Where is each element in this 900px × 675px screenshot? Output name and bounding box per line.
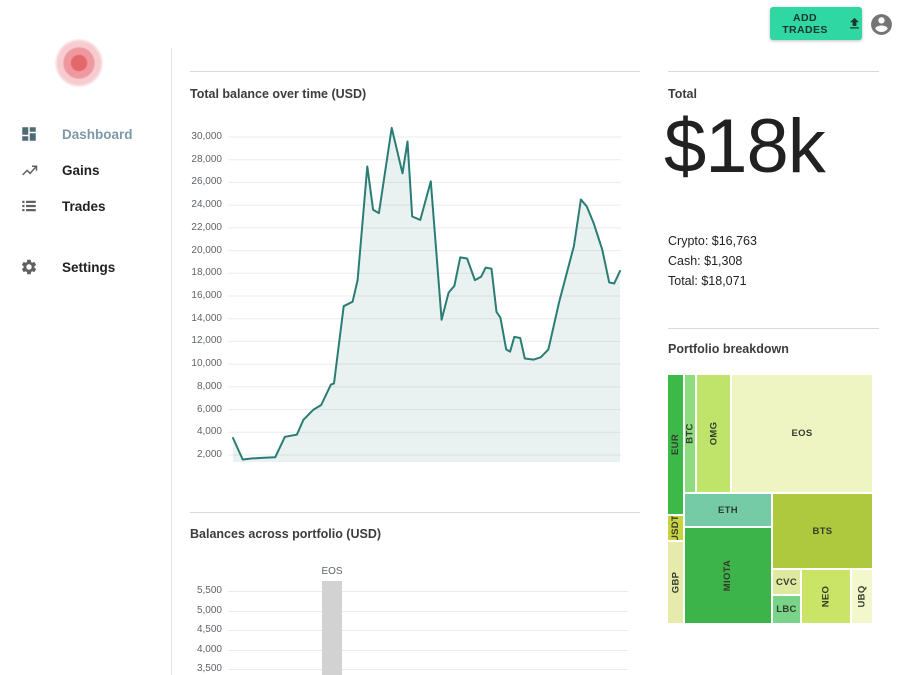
gridline [228,669,628,670]
treemap-tile-label: USDT [670,516,681,540]
treemap-tile-eur: EUR [668,375,683,514]
gridline [228,610,628,612]
dashboard-icon [20,125,38,143]
y-tick-label: 24,000 [191,199,222,210]
bar-chart-y-axis: 5,500 5,000 4,500 4,000 3,500 [190,560,222,675]
add-trades-button[interactable]: ADD TRADES [770,7,862,40]
line-chart-y-axis: 30,000 28,000 26,000 24,000 22,000 20,000 18,0… [190,123,222,462]
balance-line-chart [228,123,621,463]
crypto-stat: Crypto: $16,763 [668,234,757,248]
y-tick-label: 26,000 [191,176,222,187]
treemap-tile-omg: OMG [697,375,730,492]
treemap-tile-ubq: UBQ [852,570,872,623]
sidebar-item-gains[interactable]: Gains [20,158,165,182]
treemap-tile-label: ETH [718,504,738,516]
sidebar: Dashboard Gains Trades Settings [0,0,171,675]
treemap-tile-label: OMG [708,421,719,446]
app-logo [55,39,103,87]
y-tick-label: 4,500 [196,624,222,635]
bar-eos [322,581,342,675]
trending-up-icon [20,161,38,179]
cash-stat: Cash: $1,308 [668,254,743,268]
treemap-tile-label: UBQ [856,585,868,608]
user-avatar-icon[interactable] [869,12,894,37]
treemap-title: Portfolio breakdown [668,342,789,356]
y-tick-label: 5,000 [196,605,222,616]
y-tick-label: 20,000 [191,245,222,256]
y-tick-label: 10,000 [191,358,222,369]
y-tick-label: 16,000 [191,290,222,301]
sidebar-item-label: Gains [62,162,100,178]
sidebar-divider [171,48,172,675]
total-headline: $18k [664,104,826,189]
bar-category-label: EOS [321,566,343,577]
y-tick-label: 14,000 [191,313,222,324]
treemap-tile-label: EUR [670,434,681,455]
upload-icon [847,16,862,31]
total-stat: Total: $18,071 [668,274,747,288]
y-tick-label: 12,000 [191,335,222,346]
y-tick-label: 4,000 [196,426,222,437]
y-tick-label: 6,000 [196,404,222,415]
gridline [228,649,628,651]
section-divider [668,328,879,329]
sidebar-item-label: Trades [62,198,106,214]
line-chart-canvas [228,126,621,463]
y-tick-label: 5,500 [196,585,222,596]
sidebar-item-settings[interactable]: Settings [20,255,165,279]
y-tick-label: 22,000 [191,222,222,233]
treemap-tile-usdt: USDT [668,516,683,540]
treemap-tile-btc: BTC [685,375,695,492]
y-tick-label: 8,000 [196,381,222,392]
bar-chart-title: Balances across portfolio (USD) [190,527,382,541]
y-tick-label: 3,500 [196,663,222,674]
treemap-tile-eth: ETH [685,494,771,526]
treemap-tile-label: CVC [776,576,797,588]
add-trades-label: ADD TRADES [782,11,828,36]
treemap-tile-label: EOS [791,428,813,439]
sidebar-item-label: Settings [62,259,116,275]
y-tick-label: 28,000 [191,154,222,165]
line-chart-title: Total balance over time (USD) [190,87,367,101]
treemap-tile-eos: EOS [732,375,872,492]
y-tick-label: 2,000 [196,449,222,460]
total-title: Total [668,87,697,101]
portfolio-treemap: EUR USDT GBP BTC OMG EOS ETH MIOTA BTS CVC LBC NEO U… [668,375,872,623]
sidebar-item-dashboard[interactable]: Dashboard [20,122,165,146]
section-divider [190,71,640,72]
treemap-tile-neo: NEO [802,570,850,623]
sidebar-item-trades[interactable]: Trades [20,194,165,218]
treemap-tile-cvc: CVC [773,570,800,594]
treemap-tile-label: BTS [812,525,833,537]
treemap-tile-label: LBC [776,604,797,615]
section-divider [190,512,640,513]
treemap-tile-gbp: GBP [668,542,683,623]
y-tick-label: 30,000 [191,131,222,142]
treemap-tile-label: NEO [820,585,832,608]
treemap-tile-label: BTC [685,423,695,444]
section-divider [668,71,879,72]
treemap-tile-lbc: LBC [773,596,800,623]
sidebar-item-label: Dashboard [62,126,133,142]
treemap-tile-label: MIOTA [722,559,734,592]
list-icon [20,197,38,215]
treemap-tile-label: GBP [670,571,681,594]
treemap-tile-miota: MIOTA [685,528,771,623]
y-tick-label: 4,000 [196,644,222,655]
gridline [228,591,628,592]
gear-icon [20,258,38,276]
treemap-tile-bts: BTS [773,494,872,568]
balances-bar-chart: EOS [228,560,628,675]
gridline [228,630,628,631]
y-tick-label: 18,000 [191,267,222,278]
